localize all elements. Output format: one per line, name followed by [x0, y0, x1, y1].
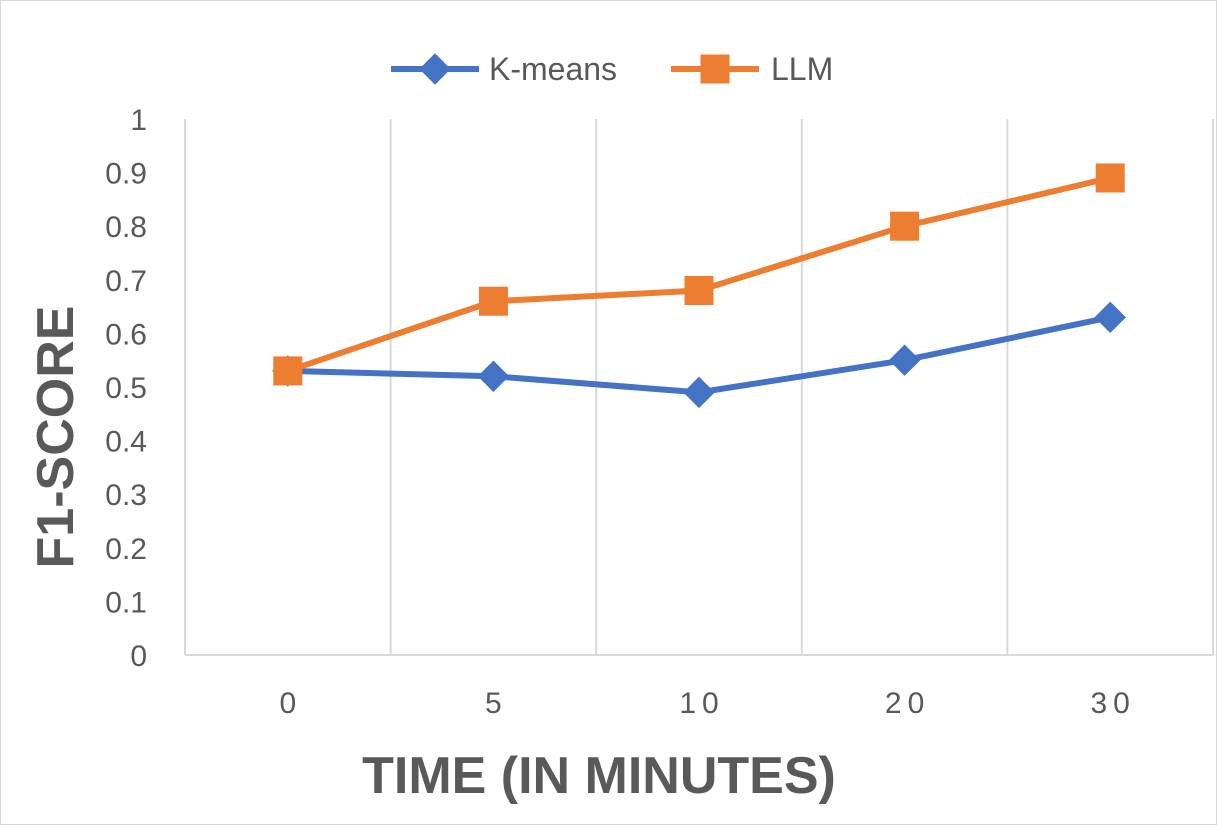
y-tick-labels: 0 0.1 0.2 0.3 0.4 0.5 0.6 0.7 0.8 0.9 1	[105, 104, 147, 673]
y-tick-label: 0.9	[105, 158, 147, 191]
x-tick-label: 30	[1091, 687, 1136, 720]
data-point-diamond	[1094, 301, 1126, 334]
data-point-square	[1095, 163, 1125, 193]
series-lines	[272, 163, 1126, 409]
data-point-diamond	[683, 376, 715, 409]
legend-marker	[419, 53, 451, 85]
y-tick-label: 0.1	[105, 586, 147, 619]
x-tick-label: 0	[279, 687, 302, 720]
y-tick-label: 0	[130, 640, 147, 673]
x-axis-title: TIME (IN MINUTES)	[362, 747, 836, 805]
y-tick-label: 0.4	[105, 426, 147, 459]
legend-marker	[700, 54, 730, 84]
legend-label: K-means	[489, 51, 617, 87]
y-axis-title: F1-SCORE	[27, 306, 85, 569]
legend-entry: K-means	[391, 51, 617, 87]
y-tick-label: 0.8	[105, 211, 147, 244]
data-point-diamond	[888, 344, 921, 376]
x-tick-label: 10	[679, 687, 724, 720]
x-tick-label: 5	[485, 687, 508, 720]
y-tick-label: 0.2	[105, 533, 147, 566]
legend: K-means LLM	[391, 51, 833, 87]
legend-label: LLM	[771, 51, 833, 87]
data-point-square	[478, 286, 508, 316]
series-llm	[273, 163, 1125, 386]
x-tick-label: 20	[885, 687, 930, 720]
y-tick-label: 1	[130, 104, 147, 137]
y-tick-label: 0.5	[105, 372, 147, 405]
y-tick-label: 0.7	[105, 265, 147, 298]
y-tick-label: 0.6	[105, 318, 147, 351]
y-tick-label: 0.3	[105, 479, 147, 512]
data-point-diamond	[477, 360, 510, 392]
data-point-square	[684, 276, 714, 306]
series-k-means	[272, 301, 1126, 409]
data-point-square	[273, 356, 303, 386]
legend-entry: LLM	[671, 51, 833, 87]
data-point-square	[890, 211, 920, 241]
x-tick-labels: 0 5 10 20 30	[279, 687, 1136, 720]
